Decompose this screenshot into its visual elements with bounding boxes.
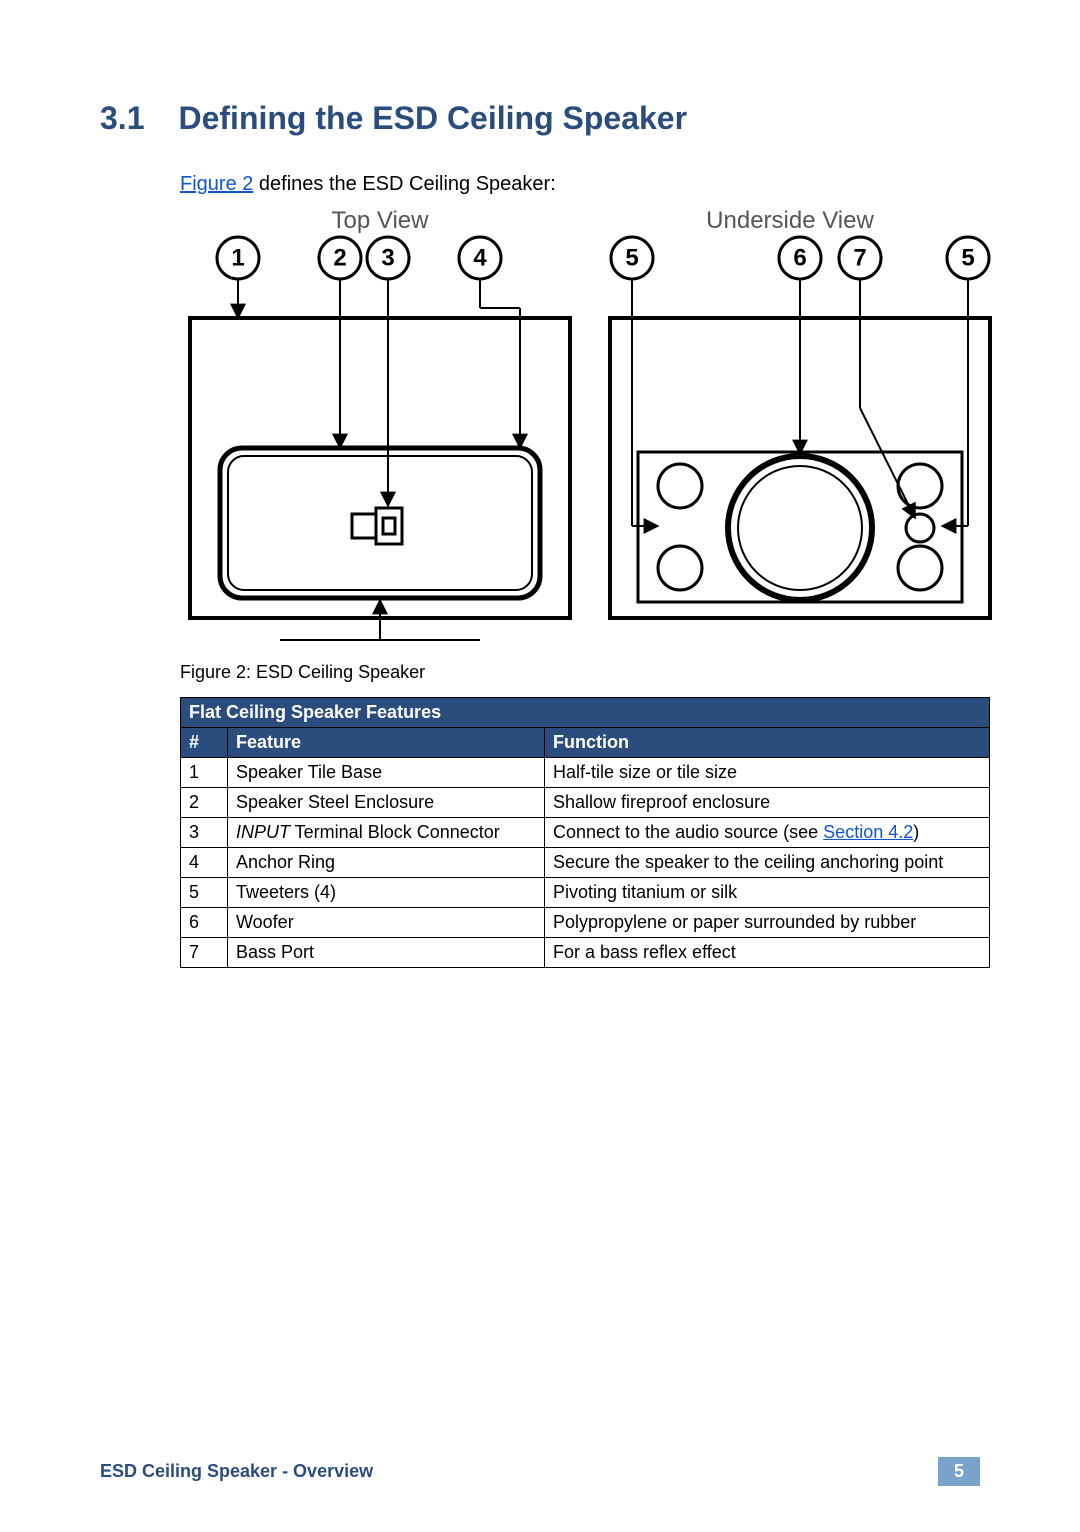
table-title: Flat Ceiling Speaker Features [181,698,990,728]
figure-caption: Figure 2: ESD Ceiling Speaker [180,662,980,683]
svg-text:Top View: Top View [332,208,430,234]
cell-feature: Woofer [228,908,545,938]
col-function: Function [545,728,990,758]
heading-number: 3.1 [100,100,144,137]
table-row: 2Speaker Steel EnclosureShallow fireproo… [181,788,990,818]
callout-circle: 6 [779,237,821,279]
callout-circle: 1 [217,237,259,279]
svg-text:5: 5 [961,245,974,272]
col-feature: Feature [228,728,545,758]
cell-feature: INPUT Terminal Block Connector [228,818,545,848]
figure-link[interactable]: Figure 2 [180,173,253,195]
cell-feature: Anchor Ring [228,848,545,878]
diagram: Top View Underside View 1 2 3 4 [180,208,1000,648]
cell-feature: Bass Port [228,938,545,968]
cell-number: 1 [181,758,228,788]
cell-feature: Tweeters (4) [228,878,545,908]
callout-circle: 7 [839,237,881,279]
callout-circle: 3 [367,237,409,279]
callout-circle: 5 [611,237,653,279]
svg-text:Underside View: Underside View [706,208,874,234]
footer-page-number: 5 [938,1457,980,1486]
intro-rest: defines the ESD Ceiling Speaker: [253,173,555,195]
cell-number: 7 [181,938,228,968]
cell-number: 6 [181,908,228,938]
svg-text:3: 3 [381,245,394,272]
cell-number: 3 [181,818,228,848]
section-link[interactable]: Section 4.2 [823,822,913,842]
cell-function: Shallow fireproof enclosure [545,788,990,818]
cell-function: Secure the speaker to the ceiling anchor… [545,848,990,878]
cell-feature: Speaker Tile Base [228,758,545,788]
cell-function: For a bass reflex effect [545,938,990,968]
table-row: 3INPUT Terminal Block ConnectorConnect t… [181,818,990,848]
table-row: 7Bass PortFor a bass reflex effect [181,938,990,968]
table-row: 5Tweeters (4)Pivoting titanium or silk [181,878,990,908]
cell-function: Half-tile size or tile size [545,758,990,788]
footer: ESD Ceiling Speaker - Overview 5 [100,1457,980,1486]
table-row: 4Anchor RingSecure the speaker to the ce… [181,848,990,878]
cell-number: 4 [181,848,228,878]
cell-number: 2 [181,788,228,818]
svg-text:1: 1 [231,245,244,272]
features-table: Flat Ceiling Speaker Features # Feature … [180,697,990,968]
svg-text:5: 5 [625,245,638,272]
table-row: 6WooferPolypropylene or paper surrounded… [181,908,990,938]
cell-number: 5 [181,878,228,908]
svg-text:4: 4 [473,245,487,272]
cell-function: Polypropylene or paper surrounded by rub… [545,908,990,938]
svg-text:6: 6 [793,245,806,272]
callout-circle: 4 [459,237,501,279]
cell-function: Connect to the audio source (see Section… [545,818,990,848]
col-hash: # [181,728,228,758]
callout-circle: 5 [947,237,989,279]
svg-text:7: 7 [853,245,866,272]
cell-feature: Speaker Steel Enclosure [228,788,545,818]
svg-text:2: 2 [333,245,346,272]
cell-function: Pivoting titanium or silk [545,878,990,908]
heading-title: Defining the ESD Ceiling Speaker [178,100,687,137]
page: 3.1 Defining the ESD Ceiling Speaker Fig… [0,0,1080,1532]
intro-paragraph: Figure 2 defines the ESD Ceiling Speaker… [180,173,980,196]
table-row: 1Speaker Tile BaseHalf-tile size or tile… [181,758,990,788]
section-heading: 3.1 Defining the ESD Ceiling Speaker [100,100,980,137]
footer-left: ESD Ceiling Speaker - Overview [100,1461,373,1482]
callout-circle: 2 [319,237,361,279]
